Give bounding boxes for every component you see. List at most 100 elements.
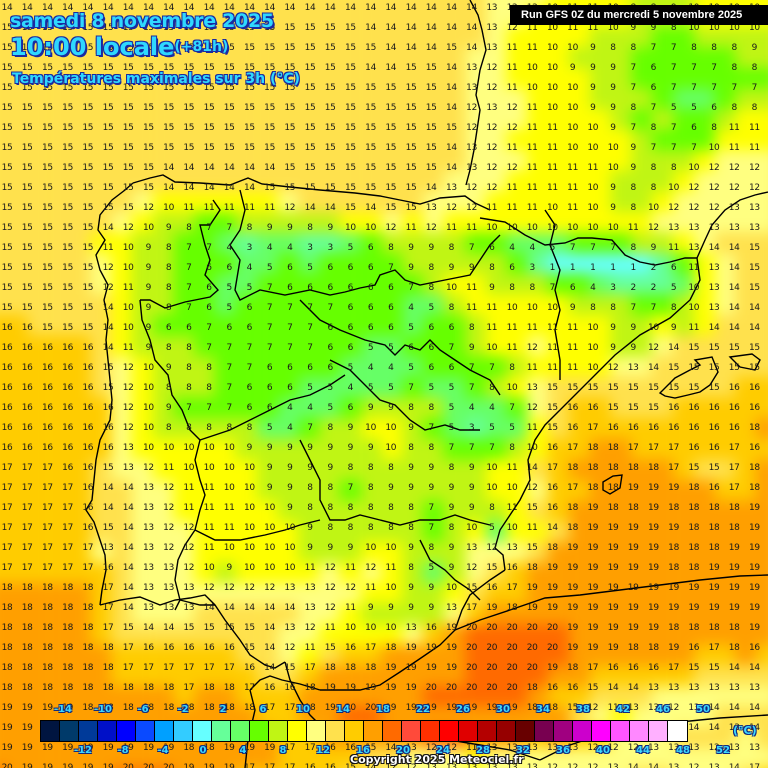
- grid-value: 15: [122, 163, 134, 173]
- grid-value: 10: [546, 63, 558, 73]
- grid-value: 10: [365, 543, 377, 553]
- grid-value: 7: [226, 403, 232, 413]
- grid-value: 15: [21, 123, 33, 133]
- grid-value: 14: [688, 723, 700, 733]
- grid-value: 15: [62, 143, 74, 153]
- grid-value: 9: [610, 343, 616, 353]
- grid-value: 18: [142, 703, 154, 713]
- grid-value: 15: [163, 123, 175, 133]
- grid-value: 9: [287, 223, 293, 233]
- grid-value: 15: [1, 123, 13, 133]
- grid-value: 19: [445, 703, 457, 713]
- grid-value: 9: [327, 443, 333, 453]
- grid-value: 8: [165, 263, 172, 273]
- grid-value: 10: [203, 463, 215, 473]
- grid-value: 12: [122, 423, 134, 433]
- grid-value: 9: [287, 443, 293, 453]
- grid-value: 15: [62, 23, 74, 33]
- grid-value: 11: [526, 423, 538, 433]
- grid-value: 13: [688, 683, 700, 693]
- grid-value: 8: [751, 63, 758, 73]
- grid-value: 15: [102, 163, 114, 173]
- grid-value: 2: [650, 263, 657, 273]
- grid-value: 15: [41, 183, 53, 193]
- grid-value: 1: [630, 263, 636, 273]
- grid-value: 11: [344, 563, 356, 573]
- legend-tick-bottom: 44: [636, 745, 650, 756]
- grid-value: 9: [408, 543, 414, 553]
- grid-value: 8: [165, 343, 172, 353]
- grid-value: 19: [324, 683, 336, 693]
- grid-value: 11: [546, 143, 558, 153]
- grid-value: 9: [650, 23, 657, 33]
- grid-value: 10: [223, 483, 235, 493]
- grid-value: 18: [41, 643, 53, 653]
- grid-value: 9: [327, 223, 333, 233]
- grid-value: 16: [708, 483, 720, 493]
- grid-value: 14: [385, 23, 397, 33]
- grid-value: 15: [688, 383, 700, 393]
- grid-value: 14: [365, 203, 377, 213]
- grid-value: 9: [590, 63, 596, 73]
- grid-value: 12: [324, 583, 336, 593]
- grid-value: 20: [466, 663, 478, 673]
- grid-value: 15: [425, 163, 437, 173]
- grid-value: 16: [1, 403, 13, 413]
- grid-value: 10: [243, 543, 255, 553]
- grid-value: 10: [647, 203, 659, 213]
- grid-value: 8: [408, 523, 414, 533]
- grid-value: 18: [203, 703, 215, 713]
- grid-value: 15: [21, 63, 33, 73]
- grid-value: 14: [203, 603, 215, 613]
- grid-value: 13: [163, 563, 175, 573]
- grid-value: 11: [203, 483, 215, 493]
- grid-value: 1: [569, 263, 576, 273]
- grid-value: 8: [307, 503, 313, 513]
- grid-value: 19: [607, 643, 619, 653]
- legend-swatch: [231, 721, 250, 741]
- grid-value: 10: [526, 223, 538, 233]
- grid-value: 11: [203, 503, 215, 513]
- grid-value: 19: [405, 703, 417, 713]
- grid-value: 14: [223, 183, 235, 193]
- grid-value: 13: [506, 763, 518, 768]
- legend-tick-bottom: 4: [239, 745, 247, 756]
- grid-value: 18: [223, 683, 235, 693]
- grid-value: 9: [448, 503, 455, 513]
- grid-value: 5: [509, 423, 515, 433]
- grid-value: 16: [647, 423, 659, 433]
- grid-value: 11: [183, 203, 195, 213]
- grid-value: 7: [206, 323, 212, 333]
- grid-value: 15: [41, 23, 53, 33]
- grid-value: 10: [546, 303, 558, 313]
- grid-value: 15: [264, 143, 276, 153]
- grid-value: 19: [445, 643, 457, 653]
- grid-value: 15: [62, 43, 74, 53]
- grid-value: 10: [607, 163, 619, 173]
- grid-value: 7: [650, 303, 657, 313]
- grid-value: 20: [466, 623, 478, 633]
- grid-value: 13: [748, 683, 760, 693]
- grid-value: 17: [506, 583, 518, 593]
- grid-value: 15: [223, 23, 235, 33]
- grid-value: 5: [226, 283, 232, 293]
- grid-value: 16: [82, 423, 94, 433]
- grid-value: 9: [287, 503, 293, 513]
- grid-value: 14: [324, 203, 336, 213]
- grid-value: 18: [223, 703, 235, 713]
- grid-value: 14: [445, 83, 457, 93]
- grid-value: 15: [62, 243, 74, 253]
- grid-value: 15: [82, 143, 94, 153]
- grid-value: 19: [546, 583, 558, 593]
- grid-value: 8: [165, 243, 172, 253]
- grid-value: 16: [82, 443, 94, 453]
- grid-value: 14: [425, 43, 437, 53]
- grid-value: 11: [506, 503, 518, 513]
- grid-value: 4: [590, 283, 596, 293]
- grid-value: 10: [122, 323, 134, 333]
- grid-value: 14: [122, 3, 134, 13]
- grid-value: 10: [688, 23, 700, 33]
- grid-value: 5: [388, 383, 394, 393]
- grid-value: 14: [163, 183, 175, 193]
- grid-value: 12: [486, 143, 498, 153]
